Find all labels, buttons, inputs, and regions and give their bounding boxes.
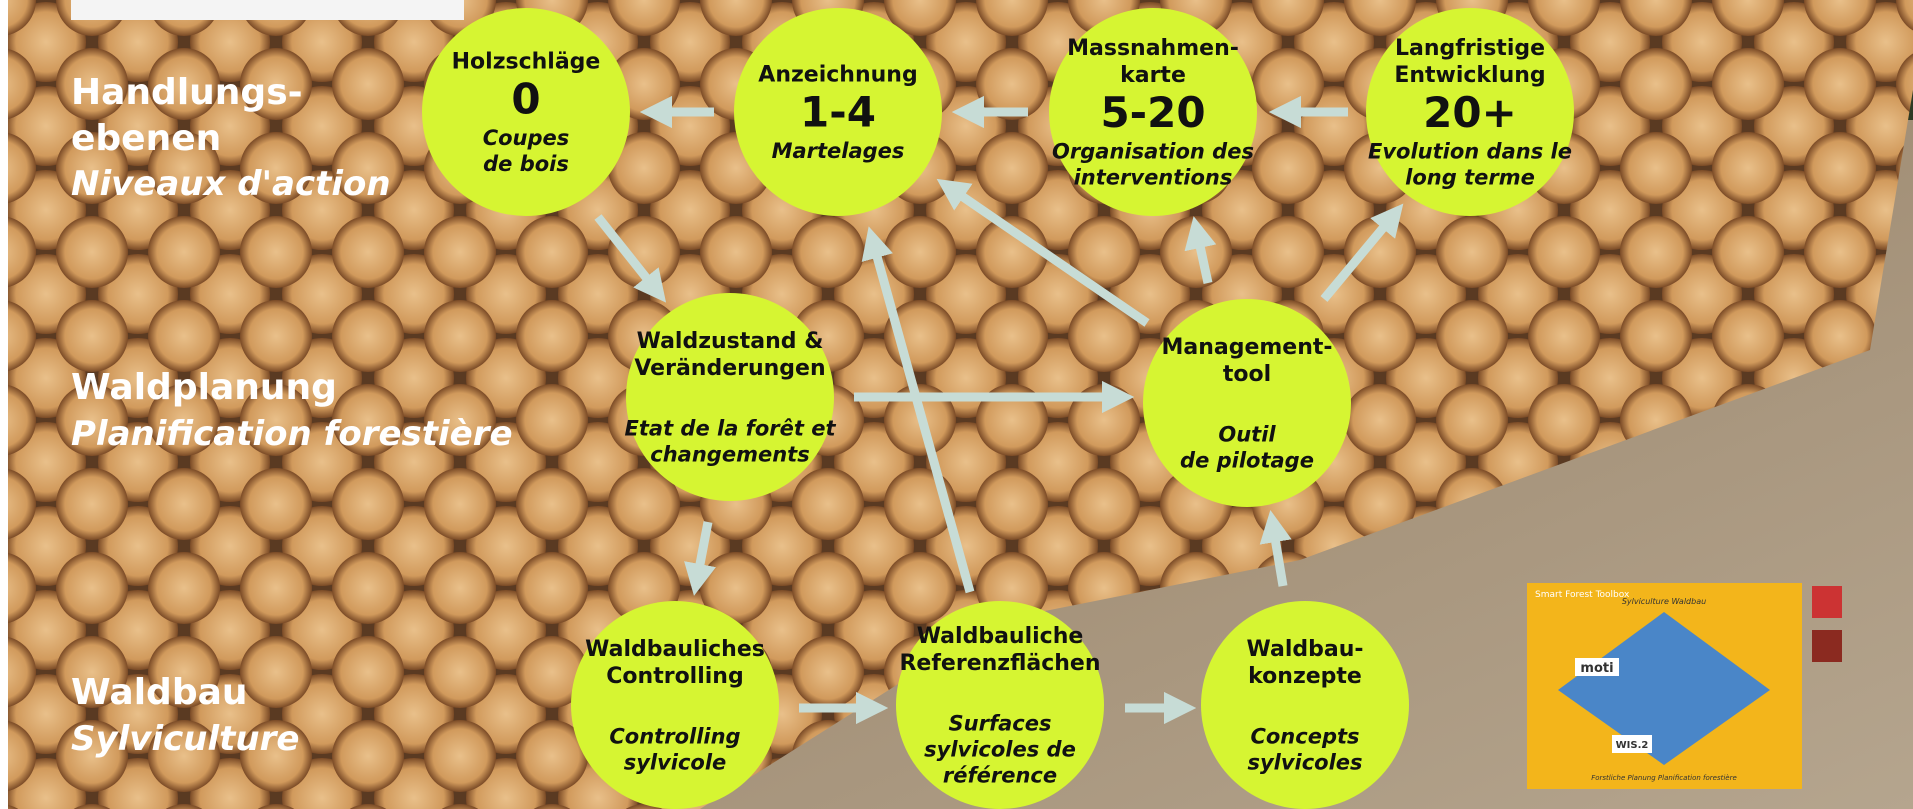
node-title: Etat de la forêt et	[625, 416, 837, 440]
node-title: Organisation des	[1052, 139, 1254, 163]
thumbnail	[71, 0, 464, 20]
node-value: 20+	[1423, 88, 1517, 137]
toolbox-icon	[1812, 630, 1842, 662]
tool-label: moti	[1580, 661, 1613, 676]
node-title: tool	[1223, 362, 1271, 387]
node-circle	[626, 293, 834, 501]
node-title: Controlling	[609, 724, 740, 748]
node-circle	[422, 8, 630, 216]
level-label-fr: Planification forestière	[71, 414, 513, 454]
node-title: Concepts	[1250, 724, 1359, 748]
arrow	[936, 178, 1150, 327]
arrow	[861, 226, 975, 594]
arrows	[594, 95, 1404, 725]
node-title: Entwicklung	[1394, 63, 1545, 88]
node-title: sylvicole	[624, 750, 727, 774]
toolbox-title: Smart Forest Toolbox	[1535, 590, 1630, 600]
arrow	[1184, 216, 1217, 284]
node-circle	[1366, 8, 1574, 216]
level-label: Waldbau	[71, 672, 248, 713]
level-label: ebenen	[71, 118, 221, 159]
left-edge	[0, 0, 8, 809]
node-circle	[896, 601, 1104, 809]
node-title: Evolution dans le	[1368, 139, 1572, 163]
node-title: Waldbauliche	[917, 624, 1084, 649]
node-title: konzepte	[1248, 664, 1362, 689]
tool-box	[1612, 735, 1652, 753]
node-circle	[1049, 8, 1257, 216]
node-value: 0	[511, 75, 540, 124]
toolbox-diamond	[1558, 612, 1770, 765]
arrow	[1259, 510, 1292, 587]
arrow	[594, 214, 667, 303]
node-title: Controlling	[606, 664, 743, 689]
node-title: sylvicoles de	[924, 737, 1076, 761]
node-title: Langfristige	[1395, 36, 1545, 61]
node-title: Coupes	[483, 126, 570, 150]
node: Waldzustand &Veränderungen Etat de la for…	[625, 293, 837, 501]
level-label: Handlungs-	[71, 72, 303, 113]
tool-box	[1575, 658, 1619, 676]
level-label-fr: Sylviculture	[71, 719, 299, 759]
toolbox-top: Sylviculture Waldbau	[1622, 597, 1706, 606]
node-circle	[734, 8, 942, 216]
node-title: référence	[943, 763, 1057, 787]
node-title: de bois	[483, 152, 569, 176]
level-label: Waldplanung	[71, 367, 337, 408]
node-title: Waldzustand &	[637, 329, 824, 354]
puzzle-icon	[1812, 586, 1842, 618]
left-labels: Handlungs-ebenen Niveaux d'action Waldplan…	[71, 72, 513, 759]
node-title: karte	[1120, 63, 1186, 88]
node-title: Management-	[1161, 335, 1332, 360]
arrow	[684, 521, 716, 596]
node-value: 5-20	[1100, 88, 1205, 137]
node-title: long terme	[1405, 165, 1535, 189]
node-title: interventions	[1074, 165, 1233, 189]
node-circle	[571, 601, 779, 809]
node-value: 1-4	[800, 88, 876, 137]
node-title: Martelages	[772, 139, 905, 163]
arrow	[1320, 203, 1404, 302]
toolbox-bottom: Forstliche Planung Planification foresti…	[1591, 774, 1737, 782]
tool-label: WIS.2	[1616, 740, 1649, 751]
node-circle	[1143, 299, 1351, 507]
node-title: Referenzflächen	[899, 651, 1100, 676]
node-title: de pilotage	[1180, 448, 1314, 472]
node-title: changements	[650, 442, 809, 466]
node-title: sylvicoles	[1247, 750, 1362, 774]
node-title: Waldbau-	[1246, 637, 1363, 662]
node-title: Holzschläge	[452, 50, 601, 75]
node-title: Veränderungen	[634, 356, 825, 381]
node-title: Surfaces	[949, 711, 1052, 735]
node-title: Anzeichnung	[758, 63, 917, 88]
node-title: Outil	[1218, 422, 1276, 446]
node: WaldbaulichesControllingControllingsylvi…	[571, 601, 779, 809]
node-circle	[1201, 601, 1409, 809]
level-label-fr: Niveaux d'action	[71, 164, 391, 204]
node-title: Waldbauliches	[585, 637, 765, 662]
toolbox: Smart Forest Toolbox Sylviculture Waldba…	[1527, 583, 1842, 789]
node-title: Massnahmen-	[1067, 36, 1239, 61]
